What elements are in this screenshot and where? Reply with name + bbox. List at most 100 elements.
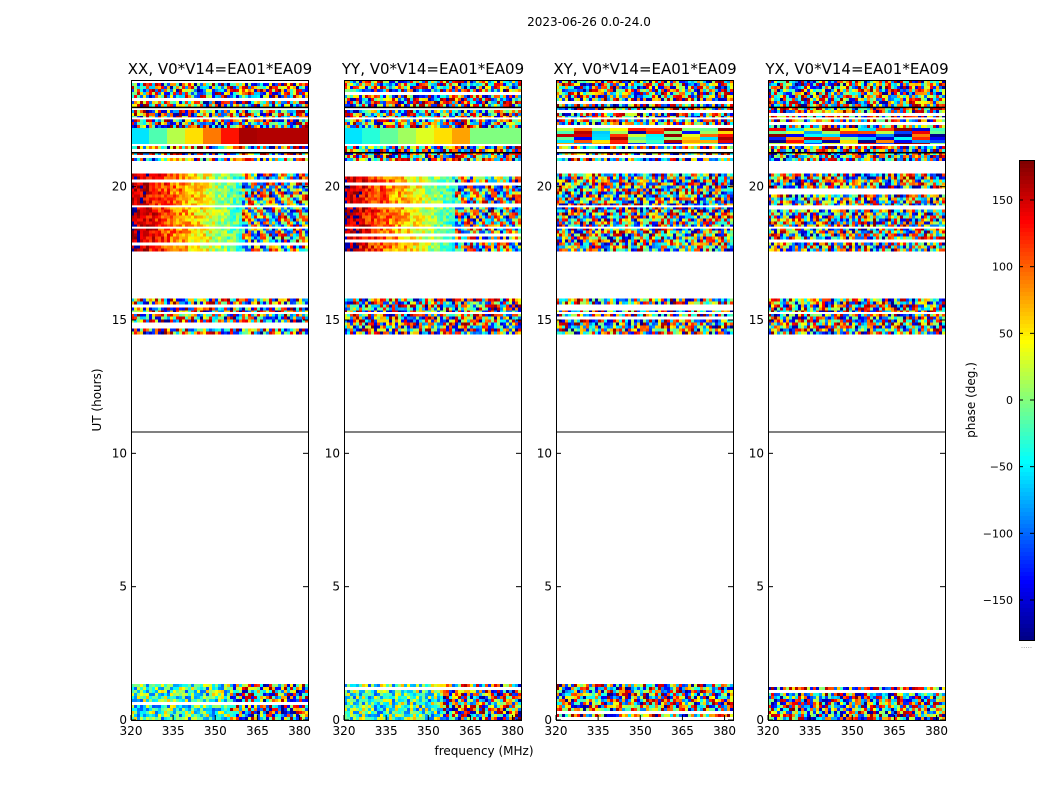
phase-cell [287,104,290,107]
phase-cell [215,110,218,113]
phase-cell [305,239,308,243]
phase-cell [221,122,224,125]
phase-cell [365,690,368,693]
phase-cell [455,711,458,714]
phase-cell [479,319,482,323]
phase-cell [380,699,383,702]
phase-cell [251,245,254,249]
phase-cell [422,690,425,693]
phase-cell [305,711,308,714]
phase-cell [275,212,278,216]
phase-cell [149,711,152,714]
phase-cell [413,313,416,317]
phase-cell [275,131,293,134]
phase-cell [515,708,518,711]
phase-cell [242,173,245,177]
phase-cell [209,218,212,222]
phase-cell [284,101,287,104]
phase-cell [149,307,152,311]
phase-cell [131,146,134,149]
phase-cell [389,705,392,708]
phase-cell [170,301,173,305]
phase-cell [146,316,149,320]
phase-cell [173,714,176,717]
phase-cell [212,233,215,237]
phase-cell [269,230,272,234]
phase-cell [407,313,410,317]
phase-cell [467,696,470,699]
phase-cell [374,714,377,717]
phase-cell [254,245,257,249]
phase-cell [245,711,248,714]
phase-cell [287,122,290,125]
phase-cell [470,307,473,311]
phase-cell [410,711,413,714]
phase-cell [494,301,497,305]
phase-cell [305,197,308,201]
phase-cell [143,230,146,234]
phase-cell [299,101,302,104]
phase-cell [302,684,305,687]
phase-cell [227,104,230,107]
phase-cell [152,313,155,317]
phase-cell [488,708,491,711]
phase-cell [251,230,254,234]
phase-cell [293,233,296,237]
phase-cell [497,711,500,714]
phase-cell [164,110,167,113]
phase-cell [203,173,206,177]
phase-cell [212,687,215,690]
phase-cell [272,331,275,335]
phase-cell [182,215,185,219]
phase-cell [155,699,158,702]
phase-cell [350,307,353,311]
phase-cell [200,206,203,210]
phase-cell [227,236,230,240]
phase-cell [245,705,248,708]
phase-cell [134,125,137,128]
phase-cell [140,146,143,149]
phase-cell [143,693,146,696]
phase-cell [356,690,359,693]
phase-cell [476,298,479,302]
phase-cell [194,316,197,320]
phase-cell [440,714,443,717]
phase-cell [212,182,215,186]
phase-cell [185,188,188,192]
phase-cell [185,331,188,335]
phase-cell [194,224,197,228]
phase-cell [272,696,275,699]
phase-cell [179,307,182,311]
phase-cell [299,146,302,149]
phase-cell [227,113,230,116]
phase-cell [299,711,302,714]
phase-cell [491,319,494,323]
phase-cell [200,197,203,201]
phase-cell [293,122,296,125]
phase-cell [134,110,137,113]
phase-cell [269,298,272,302]
phase-cell [215,209,218,213]
phase-cell [245,194,248,198]
phase-cell [131,113,134,116]
phase-cell [251,714,254,717]
phase-cell [398,696,401,699]
phase-cell [278,173,281,177]
phase-cell [233,188,236,192]
phase-cell [239,711,242,714]
phase-cell [281,307,284,311]
phase-cell [254,173,257,177]
phase-cell [131,298,134,302]
phase-cell [137,188,140,192]
phase-cell [260,298,263,302]
phase-cell [137,89,140,92]
phase-cell [143,711,146,714]
phase-cell [158,125,161,128]
phase-cell [131,236,134,240]
phase-cell [170,298,173,302]
phase-cell [293,158,296,161]
phase-cell [275,206,278,210]
phase-cell [200,221,203,225]
phase-cell [209,307,212,311]
phase-cell [200,191,203,195]
